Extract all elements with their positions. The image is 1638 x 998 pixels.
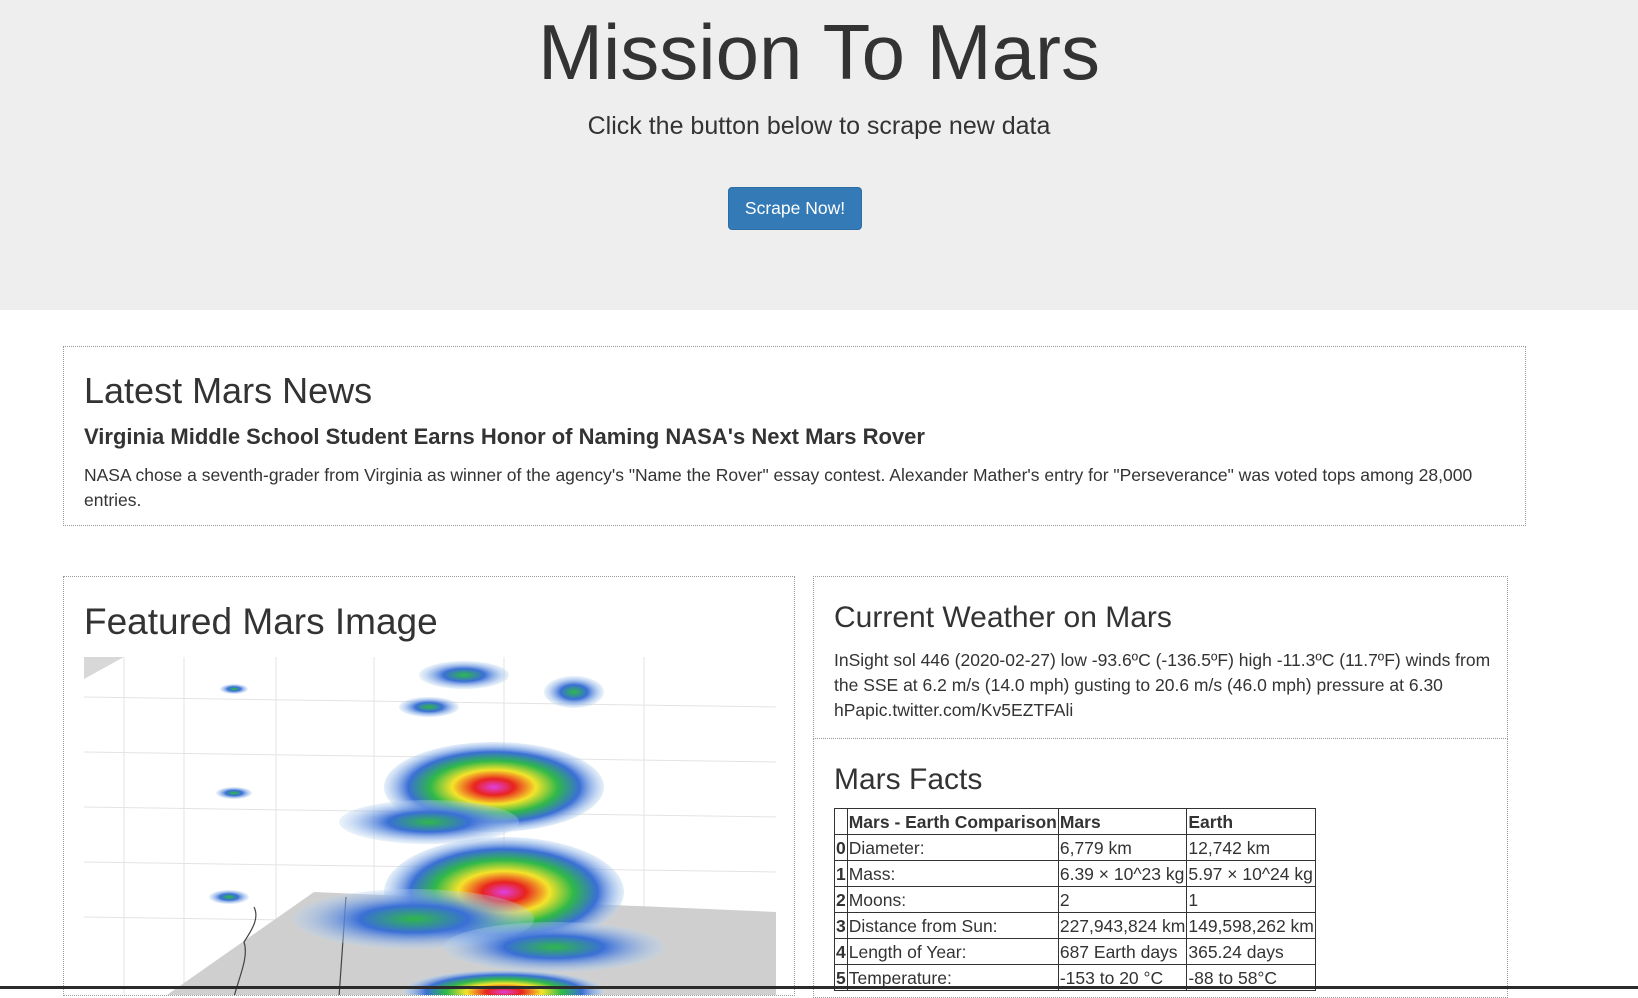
- fact-label: Mass:: [846, 860, 1059, 887]
- featured-heading: Featured Mars Image: [84, 601, 438, 642]
- weather-text: InSight sol 446 (2020-02-27) low -93.6ºC…: [834, 650, 1491, 720]
- weather-panel: Current Weather on Mars InSight sol 446 …: [813, 576, 1508, 739]
- earth-value: 1: [1186, 886, 1316, 913]
- row-index: 0: [834, 834, 848, 861]
- mars-facts-table: Mars - Earth Comparison Mars Earth 0 Dia…: [834, 808, 1316, 991]
- fact-label: Distance from Sun:: [846, 912, 1059, 939]
- column-header: Mars: [1057, 808, 1188, 835]
- featured-image-panel: Featured Mars Image: [63, 576, 795, 996]
- scrape-now-button[interactable]: Scrape Now!: [728, 187, 862, 230]
- table-row: 3 Distance from Sun: 227,943,824 km 149,…: [834, 912, 1316, 939]
- facts-heading: Mars Facts: [834, 763, 983, 796]
- weather-heading: Current Weather on Mars: [834, 601, 1172, 634]
- news-heading: Latest Mars News: [84, 370, 373, 411]
- page-subtitle: Click the button below to scrape new dat…: [587, 112, 1051, 140]
- table-row: 1 Mass: 6.39 × 10^23 kg 5.97 × 10^24 kg: [834, 860, 1316, 887]
- row-index: 3: [834, 912, 848, 939]
- earth-value: 149,598,262 km: [1186, 912, 1316, 939]
- row-index: 1: [834, 860, 848, 887]
- fact-label: Moons:: [846, 886, 1059, 913]
- window-bottom-edge: [0, 986, 1638, 989]
- mars-value: 6.39 × 10^23 kg: [1057, 860, 1188, 887]
- earth-value: 12,742 km: [1186, 834, 1316, 861]
- mars-value: 227,943,824 km: [1057, 912, 1188, 939]
- column-header: [834, 808, 848, 835]
- row-index: 2: [834, 886, 848, 913]
- news-teaser: NASA chose a seventh-grader from Virgini…: [84, 465, 1473, 510]
- column-header: Mars - Earth Comparison: [846, 808, 1059, 835]
- mars-value: 6,779 km: [1057, 834, 1188, 861]
- news-title: Virginia Middle School Student Earns Hon…: [84, 424, 925, 449]
- latest-news-panel: Latest Mars News Virginia Middle School …: [63, 346, 1526, 526]
- featured-image[interactable]: [84, 657, 776, 995]
- column-header: Earth: [1186, 808, 1316, 835]
- row-index: 4: [834, 938, 848, 965]
- earth-value: 365.24 days: [1186, 938, 1316, 965]
- page-title: Mission To Mars: [537, 8, 1101, 96]
- table-row: 4 Length of Year: 687 Earth days 365.24 …: [834, 938, 1316, 965]
- fact-label: Length of Year:: [846, 938, 1059, 965]
- mars-value: 2: [1057, 886, 1188, 913]
- mars-value: 687 Earth days: [1057, 938, 1188, 965]
- table-header-row: Mars - Earth Comparison Mars Earth: [834, 808, 1316, 835]
- fact-label: Diameter:: [846, 834, 1059, 861]
- earth-value: 5.97 × 10^24 kg: [1186, 860, 1316, 887]
- table-row: 2 Moons: 2 1: [834, 886, 1316, 913]
- mars-facts-panel: Mars Facts Mars - Earth Comparison Mars …: [813, 738, 1508, 998]
- table-row: 0 Diameter: 6,779 km 12,742 km: [834, 834, 1316, 861]
- radar-plot-image: [84, 657, 776, 995]
- jumbotron-header: Mission To Mars Click the button below t…: [0, 0, 1638, 310]
